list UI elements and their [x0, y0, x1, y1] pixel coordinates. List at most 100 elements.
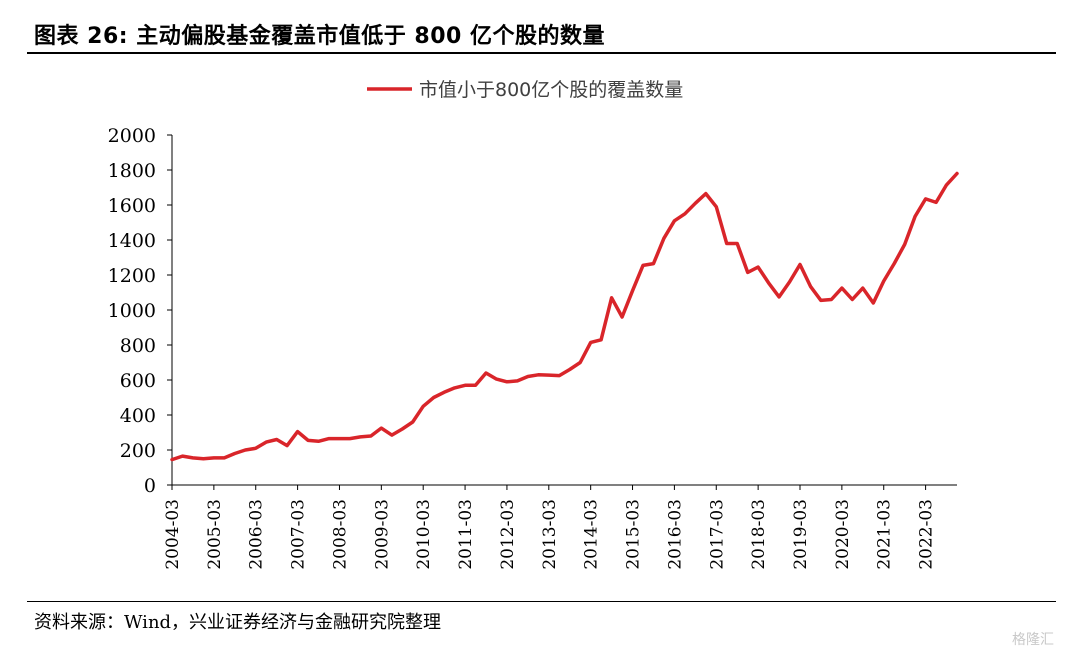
data-point	[254, 447, 257, 450]
x-tick-label: 2011-03	[456, 499, 476, 570]
data-point	[893, 262, 896, 265]
data-point	[505, 380, 508, 383]
data-point	[568, 368, 571, 371]
data-point	[788, 281, 791, 284]
y-tick-label: 200	[120, 440, 156, 462]
data-point	[882, 280, 885, 283]
data-point	[642, 264, 645, 267]
x-tick-label: 2012-03	[498, 499, 518, 570]
data-point	[704, 192, 707, 195]
data-point	[924, 197, 927, 200]
data-point	[757, 266, 760, 269]
x-tick-label: 2016-03	[665, 499, 685, 570]
data-point	[432, 396, 435, 399]
data-point	[746, 271, 749, 274]
y-tick-label: 1400	[108, 230, 156, 252]
data-point	[861, 287, 864, 290]
x-tick-label: 2006-03	[247, 499, 267, 570]
data-point	[547, 374, 550, 377]
data-point	[474, 384, 477, 387]
data-point	[830, 298, 833, 301]
legend-label: 市值小于800亿个股的覆盖数量	[419, 79, 683, 101]
y-tick-label: 1600	[108, 195, 156, 217]
data-point	[348, 437, 351, 440]
data-point	[537, 373, 540, 376]
data-point	[191, 456, 194, 459]
title-rule	[27, 52, 1056, 54]
plot-area	[170, 171, 959, 462]
data-point	[694, 202, 697, 205]
y-tick-label: 600	[120, 370, 156, 392]
data-point	[223, 456, 226, 459]
data-point	[380, 427, 383, 430]
data-point	[840, 287, 843, 290]
data-point	[275, 438, 278, 441]
data-point	[610, 296, 613, 299]
data-point	[202, 457, 205, 460]
data-point	[212, 456, 215, 459]
data-point	[736, 242, 739, 245]
x-tick-label: 2017-03	[707, 499, 727, 570]
y-tick-label: 0	[144, 475, 156, 497]
data-point	[819, 299, 822, 302]
data-point	[181, 455, 184, 458]
data-point	[579, 361, 582, 364]
data-point	[872, 302, 875, 305]
data-point	[516, 379, 519, 382]
x-tick-label: 2010-03	[414, 499, 434, 570]
data-point	[589, 341, 592, 344]
y-tick-label: 2000	[108, 125, 156, 147]
data-point	[715, 205, 718, 208]
x-tick-label: 2018-03	[749, 499, 769, 570]
data-point	[495, 378, 498, 381]
data-point	[809, 285, 812, 288]
data-point	[652, 262, 655, 265]
data-point	[903, 243, 906, 246]
series-line	[170, 171, 959, 462]
x-tick-label: 2013-03	[540, 499, 560, 570]
legend: 市值小于800亿个股的覆盖数量	[367, 79, 683, 101]
line-chart: 市值小于800亿个股的覆盖数量 0 200 400 600 800 1000 1200 140…	[108, 79, 959, 570]
data-point	[673, 219, 676, 222]
data-point	[778, 295, 781, 298]
data-point	[443, 391, 446, 394]
data-point	[725, 242, 728, 245]
data-point	[233, 452, 236, 455]
x-tick-label: 2020-03	[833, 499, 853, 570]
data-point	[631, 289, 634, 292]
data-point	[526, 375, 529, 378]
data-point	[359, 435, 362, 438]
data-point	[244, 449, 247, 452]
source-note: 资料来源：Wind，兴业证券经济与金融研究院整理	[34, 612, 442, 633]
data-point	[422, 405, 425, 408]
data-point	[328, 437, 331, 440]
data-point	[683, 212, 686, 215]
x-tick-label: 2005-03	[205, 499, 225, 570]
data-point	[914, 215, 917, 218]
figure-title: 图表 26: 主动偏股基金覆盖市值低于 800 亿个股的数量	[34, 24, 605, 49]
data-point	[767, 281, 770, 284]
x-axis: 2004-03 2005-03 2006-03 2007-03 2008-03 2009-…	[163, 484, 957, 570]
y-tick-label: 400	[120, 405, 156, 427]
data-point	[265, 441, 268, 444]
x-tick-label: 2021-03	[875, 499, 895, 570]
data-point	[411, 421, 414, 424]
y-tick-label: 1800	[108, 160, 156, 182]
data-point	[945, 183, 948, 186]
data-point	[317, 440, 320, 443]
data-point	[935, 201, 938, 204]
watermark: 格隆汇	[1012, 632, 1054, 648]
x-tick-label: 2019-03	[791, 499, 811, 570]
data-point	[401, 428, 404, 431]
x-tick-label: 2004-03	[163, 499, 183, 570]
data-point	[338, 437, 341, 440]
x-tick-label: 2022-03	[917, 499, 937, 570]
data-point	[851, 298, 854, 301]
data-point	[171, 458, 174, 461]
x-tick-label: 2007-03	[289, 499, 309, 570]
data-point	[464, 384, 467, 387]
data-point	[307, 439, 310, 442]
x-tick-label: 2014-03	[582, 499, 602, 570]
data-point	[558, 374, 561, 377]
source-rule	[27, 601, 1056, 602]
